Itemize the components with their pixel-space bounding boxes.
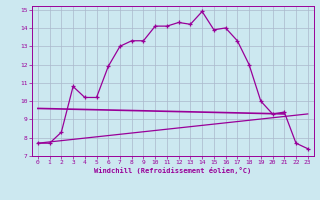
X-axis label: Windchill (Refroidissement éolien,°C): Windchill (Refroidissement éolien,°C)	[94, 167, 252, 174]
